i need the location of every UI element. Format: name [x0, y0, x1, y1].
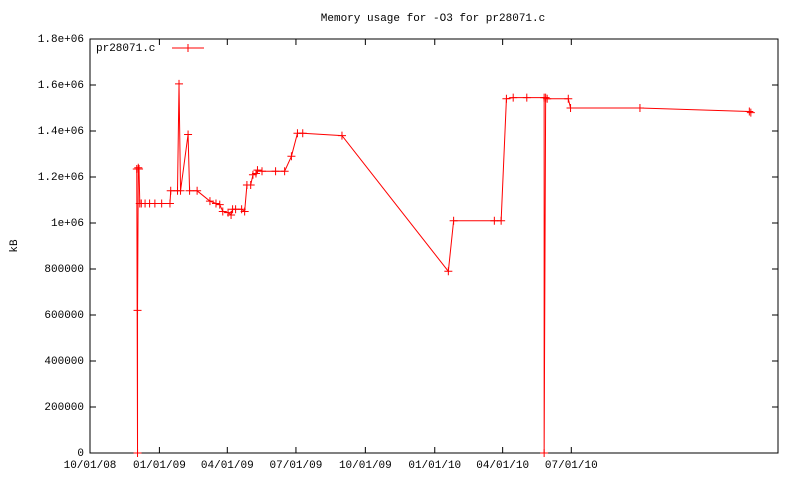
y-tick-label: 800000: [44, 264, 84, 276]
y-tick-label: 0: [77, 448, 84, 460]
point-marker: [184, 130, 193, 139]
y-tick-label: 1.8e+06: [38, 34, 84, 46]
point-marker: [635, 104, 644, 112]
point-marker: [135, 164, 144, 173]
y-tick-label: 400000: [44, 356, 84, 368]
point-marker: [227, 210, 236, 219]
point-marker: [497, 216, 506, 225]
y-tick-label: 200000: [44, 402, 84, 414]
point-marker: [175, 79, 184, 88]
point-marker: [746, 108, 755, 117]
point-marker: [166, 186, 175, 195]
point-marker: [502, 94, 511, 103]
plot-frame: [89, 38, 779, 454]
point-marker: [133, 306, 142, 315]
point-marker: [287, 152, 296, 161]
point-marker: [449, 216, 458, 225]
point-marker: [543, 94, 552, 103]
point-marker: [193, 186, 202, 195]
point-marker: [251, 169, 260, 178]
y-axis-label: kB: [9, 239, 21, 253]
point-marker: [211, 199, 220, 208]
point-marker: [176, 186, 185, 195]
point-marker: [444, 267, 453, 276]
point-marker: [280, 167, 289, 176]
point-marker: [271, 167, 280, 176]
x-tick-label: 01/01/09: [133, 460, 186, 472]
point-marker: [150, 199, 159, 208]
x-tick-label: 07/01/09: [270, 460, 323, 472]
y-tick-label: 600000: [44, 310, 84, 322]
chart-title: Memory usage for -O3 for pr28071.c: [321, 13, 545, 25]
point-marker: [133, 449, 142, 457]
x-tick-label: 10/01/09: [339, 460, 392, 472]
point-marker: [745, 107, 754, 116]
x-tick-label: 04/01/10: [476, 460, 529, 472]
y-tick-label: 1.2e+06: [38, 172, 84, 184]
point-marker: [240, 207, 249, 216]
y-tick-label: 1.6e+06: [38, 80, 84, 92]
point-marker: [218, 207, 227, 216]
point-marker: [522, 93, 531, 102]
point-marker: [564, 94, 573, 103]
x-tick-label: 01/01/10: [408, 460, 461, 472]
point-marker: [541, 93, 550, 102]
x-tick-label: 10/01/08: [64, 460, 117, 472]
y-tick-label: 1e+06: [51, 218, 84, 230]
point-marker: [298, 129, 307, 138]
point-marker: [185, 186, 194, 195]
point-marker: [134, 163, 143, 172]
point-marker: [566, 104, 575, 112]
point-marker: [337, 131, 346, 140]
point-marker: [184, 44, 192, 52]
point-marker: [258, 167, 266, 176]
x-tick-label: 04/01/09: [201, 460, 254, 472]
point-marker: [253, 166, 262, 175]
x-tick-label: 07/01/10: [545, 460, 598, 472]
y-tick-label: 1.4e+06: [38, 126, 84, 138]
point-marker: [509, 93, 518, 102]
point-marker: [540, 449, 549, 457]
point-marker: [490, 216, 499, 225]
point-marker: [215, 200, 224, 209]
point-marker: [205, 197, 214, 206]
point-marker: [165, 199, 174, 208]
point-marker: [246, 181, 255, 190]
point-marker: [157, 199, 166, 208]
legend-label: pr28071.c: [96, 43, 155, 55]
